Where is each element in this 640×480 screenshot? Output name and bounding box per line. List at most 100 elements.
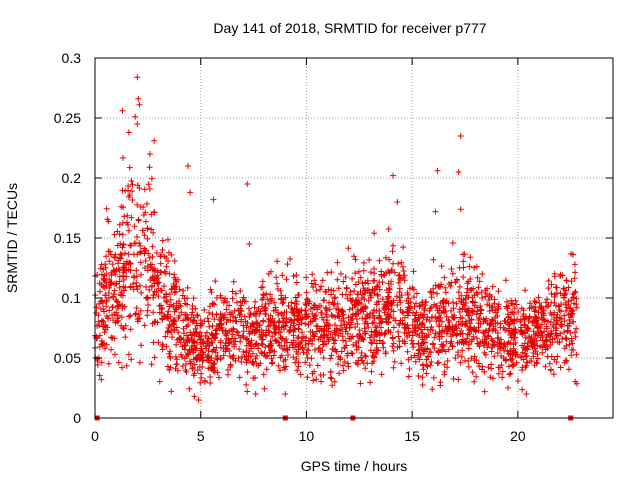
- data-point: [252, 374, 259, 381]
- data-point: [427, 362, 434, 369]
- data-point: [270, 352, 277, 359]
- data-point: [523, 352, 530, 359]
- data-point: [561, 318, 568, 325]
- data-point: [280, 345, 287, 352]
- data-point: [120, 325, 127, 332]
- data-point: [233, 328, 240, 335]
- data-point: [294, 335, 301, 342]
- data-point: [486, 292, 493, 299]
- data-point: [405, 373, 412, 380]
- data-point: [527, 300, 534, 307]
- data-point: [467, 275, 474, 282]
- data-point: [457, 359, 464, 366]
- data-point: [554, 311, 561, 318]
- data-point: [98, 376, 105, 383]
- data-point: [370, 319, 377, 326]
- data-point: [486, 307, 493, 314]
- data-point: [194, 322, 201, 329]
- data-point: [568, 335, 575, 342]
- data-point: [217, 317, 224, 324]
- data-point: [524, 343, 531, 350]
- data-point: [211, 369, 218, 376]
- data-point: [438, 341, 445, 348]
- data-point: [293, 279, 300, 286]
- data-point: [311, 277, 318, 284]
- data-point: [497, 336, 504, 343]
- data-point: [509, 362, 516, 369]
- data-point: [494, 330, 501, 337]
- data-point: [339, 291, 346, 298]
- data-point: [390, 242, 397, 249]
- data-point: [185, 334, 192, 341]
- data-point: [386, 256, 393, 263]
- data-point: [184, 350, 191, 357]
- data-point: [177, 335, 184, 342]
- data-point: [178, 309, 185, 316]
- data-point: [287, 316, 294, 323]
- data-point: [416, 302, 423, 309]
- data-point: [479, 271, 486, 278]
- data-point: [299, 344, 306, 351]
- data-point: [127, 242, 134, 249]
- data-point: [260, 291, 267, 298]
- data-point: [573, 325, 580, 332]
- data-point: [159, 247, 166, 254]
- data-point: [157, 302, 164, 309]
- data-point: [507, 340, 514, 347]
- data-point: [146, 286, 153, 293]
- data-point: [331, 340, 338, 347]
- data-point: [527, 338, 534, 345]
- data-point: [100, 283, 107, 290]
- data-point: [278, 292, 285, 299]
- data-point: [145, 301, 152, 308]
- data-point: [177, 339, 184, 346]
- data-point: [290, 344, 297, 351]
- data-point: [262, 310, 269, 317]
- x-tick-label: 5: [197, 428, 205, 444]
- data-point: [170, 280, 177, 287]
- data-point: [295, 359, 302, 366]
- data-point: [483, 290, 490, 297]
- data-point: [394, 302, 401, 309]
- data-point: [524, 359, 531, 366]
- data-point: [235, 355, 242, 362]
- data-point: [99, 317, 106, 324]
- data-point: [292, 294, 299, 301]
- data-point: [142, 209, 149, 216]
- data-point: [332, 321, 339, 328]
- data-point: [421, 324, 428, 331]
- data-point: [303, 311, 310, 318]
- data-point: [417, 351, 424, 358]
- data-point: [325, 325, 332, 332]
- data-point: [93, 335, 100, 342]
- data-point: [505, 329, 512, 336]
- data-point: [458, 339, 465, 346]
- data-point: [397, 317, 404, 324]
- data-point: [120, 276, 127, 283]
- data-point: [224, 298, 231, 305]
- data-point: [343, 321, 350, 328]
- data-point: [359, 334, 366, 341]
- data-point: [316, 345, 323, 352]
- data-point: [151, 319, 158, 326]
- data-point: [319, 277, 326, 284]
- data-point: [205, 335, 212, 342]
- data-point: [550, 371, 557, 378]
- data-point: [474, 274, 481, 281]
- data-point: [571, 261, 578, 268]
- data-point: [344, 360, 351, 367]
- data-point: [441, 274, 448, 281]
- data-point: [281, 337, 288, 344]
- data-point: [164, 363, 171, 370]
- data-point: [352, 281, 359, 288]
- data-point: [495, 370, 502, 377]
- data-point: [457, 206, 464, 213]
- data-point: [197, 379, 204, 386]
- y-tick-label: 0: [73, 410, 81, 426]
- data-point: [532, 348, 539, 355]
- data-point: [182, 367, 189, 374]
- data-point: [553, 317, 560, 324]
- data-point: [355, 278, 362, 285]
- data-point: [542, 363, 549, 370]
- data-point: [206, 309, 213, 316]
